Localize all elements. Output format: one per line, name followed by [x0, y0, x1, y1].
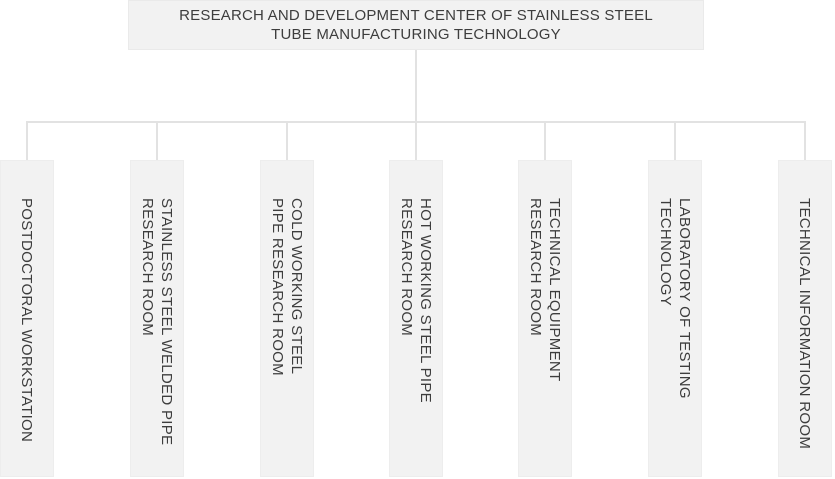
- connector-trunk: [415, 50, 417, 160]
- org-unit-cold-working-steel-pipe: COLD WORKING STEEL PIPE RESEARCH ROOM: [260, 160, 314, 477]
- org-unit-label: COLD WORKING STEEL PIPE RESEARCH ROOM: [269, 198, 305, 376]
- root-node-label: RESEARCH AND DEVELOPMENT CENTER OF STAIN…: [179, 7, 653, 43]
- org-unit-postdoctoral-workstation: POSTDOCTORAL WORKSTATION: [0, 160, 54, 477]
- org-unit-label: TECHNICAL EQUIPMENT RESEARCH ROOM: [527, 198, 563, 382]
- root-node: RESEARCH AND DEVELOPMENT CENTER OF STAIN…: [128, 0, 704, 50]
- org-unit-label: TECHNICAL INFORMATION ROOM: [796, 198, 814, 450]
- org-unit-laboratory-of-testing-technology: LABORATORY OF TESTING TECHNOLOGY: [648, 160, 702, 477]
- org-unit-label: POSTDOCTORAL WORKSTATION: [18, 198, 36, 443]
- org-unit-label: HOT WORKING STEEL PIPE RESEARCH ROOM: [398, 198, 434, 403]
- connector-crossbar: [26, 121, 806, 123]
- connector-stub: [674, 121, 676, 160]
- connector-stub: [286, 121, 288, 160]
- org-unit-label: STAINLESS STEEL WELDED PIPE RESEARCH ROO…: [139, 198, 175, 446]
- org-unit-stainless-steel-welded-pipe: STAINLESS STEEL WELDED PIPE RESEARCH ROO…: [130, 160, 184, 477]
- connector-stub: [804, 121, 806, 160]
- connector-stub: [156, 121, 158, 160]
- connector-stub: [544, 121, 546, 160]
- org-unit-hot-working-steel-pipe: HOT WORKING STEEL PIPE RESEARCH ROOM: [389, 160, 443, 477]
- org-unit-technical-information-room: TECHNICAL INFORMATION ROOM: [778, 160, 832, 477]
- org-unit-technical-equipment: TECHNICAL EQUIPMENT RESEARCH ROOM: [518, 160, 572, 477]
- connector-stub: [26, 121, 28, 160]
- org-unit-label: LABORATORY OF TESTING TECHNOLOGY: [657, 198, 693, 399]
